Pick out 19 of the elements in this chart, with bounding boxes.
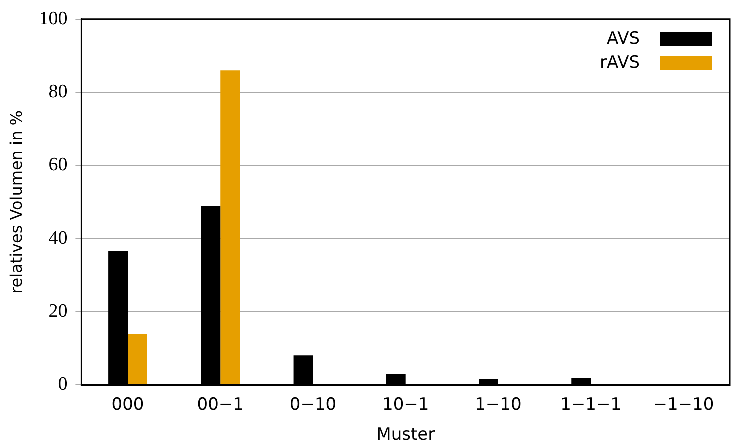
y-tick-label: 100 <box>39 8 68 30</box>
y-tick-label: 20 <box>48 301 68 322</box>
legend-label: AVS <box>607 28 640 49</box>
legend-label: rAVS <box>600 52 640 73</box>
x-tick-label: 00−1 <box>197 394 244 415</box>
x-tick-label: 0−10 <box>290 394 337 415</box>
x-tick-label: 1−10 <box>475 394 522 415</box>
y-axis-title: relatives Volumen in % <box>6 110 26 294</box>
y-tick-label: 40 <box>48 228 68 249</box>
x-tick-label: −1−10 <box>653 394 714 415</box>
y-tick-label: 60 <box>48 154 68 176</box>
y-tick-label: 0 <box>58 374 68 396</box>
y-tick-label: 80 <box>48 82 68 103</box>
bar <box>220 70 240 385</box>
x-tick-label: 10−1 <box>382 394 430 415</box>
bar <box>128 334 148 385</box>
x-tick-label: 1−1−1 <box>560 394 622 415</box>
x-tick-label: 000 <box>112 394 144 415</box>
x-axis-title: Muster <box>376 425 436 446</box>
